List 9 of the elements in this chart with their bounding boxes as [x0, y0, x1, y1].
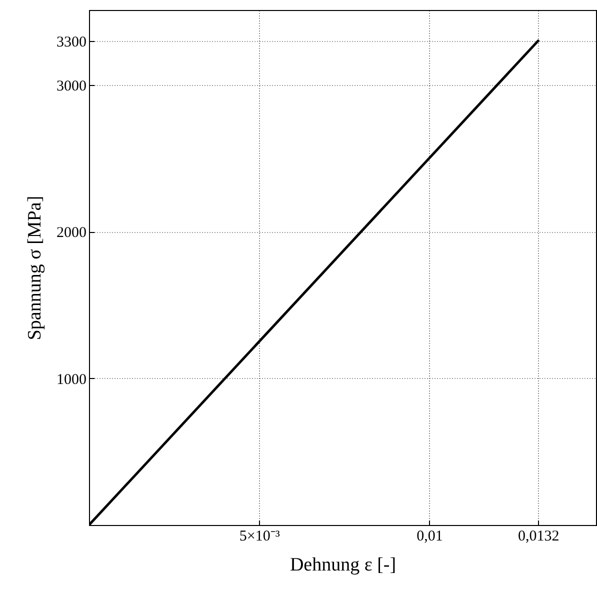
x-tick-label: 0,0132	[518, 528, 560, 544]
y-tick-label: 1000	[56, 372, 86, 388]
x-axis-title: Dehnung ε [-]	[290, 554, 396, 576]
y-tick-label: 3000	[56, 78, 86, 94]
x-tick-label: 5×10⁻³	[239, 528, 280, 544]
x-tick-label: 0,01	[416, 528, 443, 544]
y-tick-label: 2000	[56, 225, 86, 242]
y-tick-label: 3300	[56, 34, 86, 50]
y-axis-title: Spannung σ [MPa]	[24, 196, 46, 340]
